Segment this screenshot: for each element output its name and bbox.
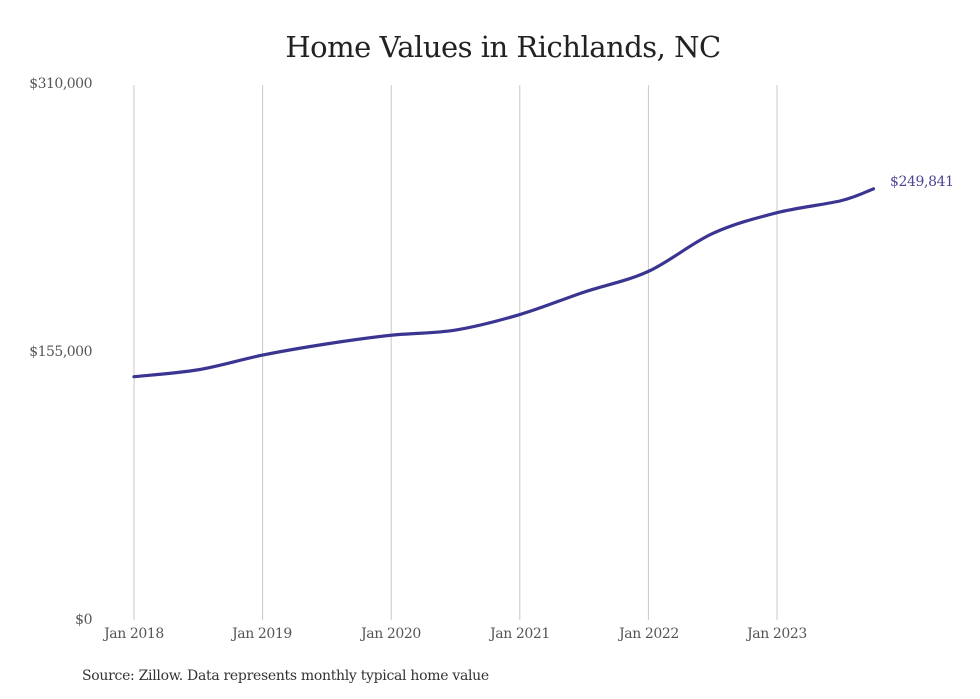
x-tick-2022: Jan 2022 bbox=[619, 626, 679, 642]
y-tick-bottom: $0 bbox=[75, 612, 92, 628]
vertical-gridlines bbox=[133, 85, 778, 620]
x-tick-2018: Jan 2018 bbox=[104, 626, 164, 642]
x-tick-2020: Jan 2020 bbox=[361, 626, 421, 642]
x-tick-2019: Jan 2019 bbox=[232, 626, 292, 642]
source-note: Source: Zillow. Data represents monthly … bbox=[82, 668, 489, 684]
x-tick-2021: Jan 2021 bbox=[490, 626, 550, 642]
home-value-line bbox=[132, 187, 876, 379]
y-tick-mid: $155,000 bbox=[29, 344, 92, 360]
x-tick-2023: Jan 2023 bbox=[747, 626, 807, 642]
end-value-label: $249,841 bbox=[890, 174, 954, 190]
y-tick-top: $310,000 bbox=[29, 76, 92, 92]
chart-title: Home Values in Richlands, NC bbox=[285, 30, 721, 64]
